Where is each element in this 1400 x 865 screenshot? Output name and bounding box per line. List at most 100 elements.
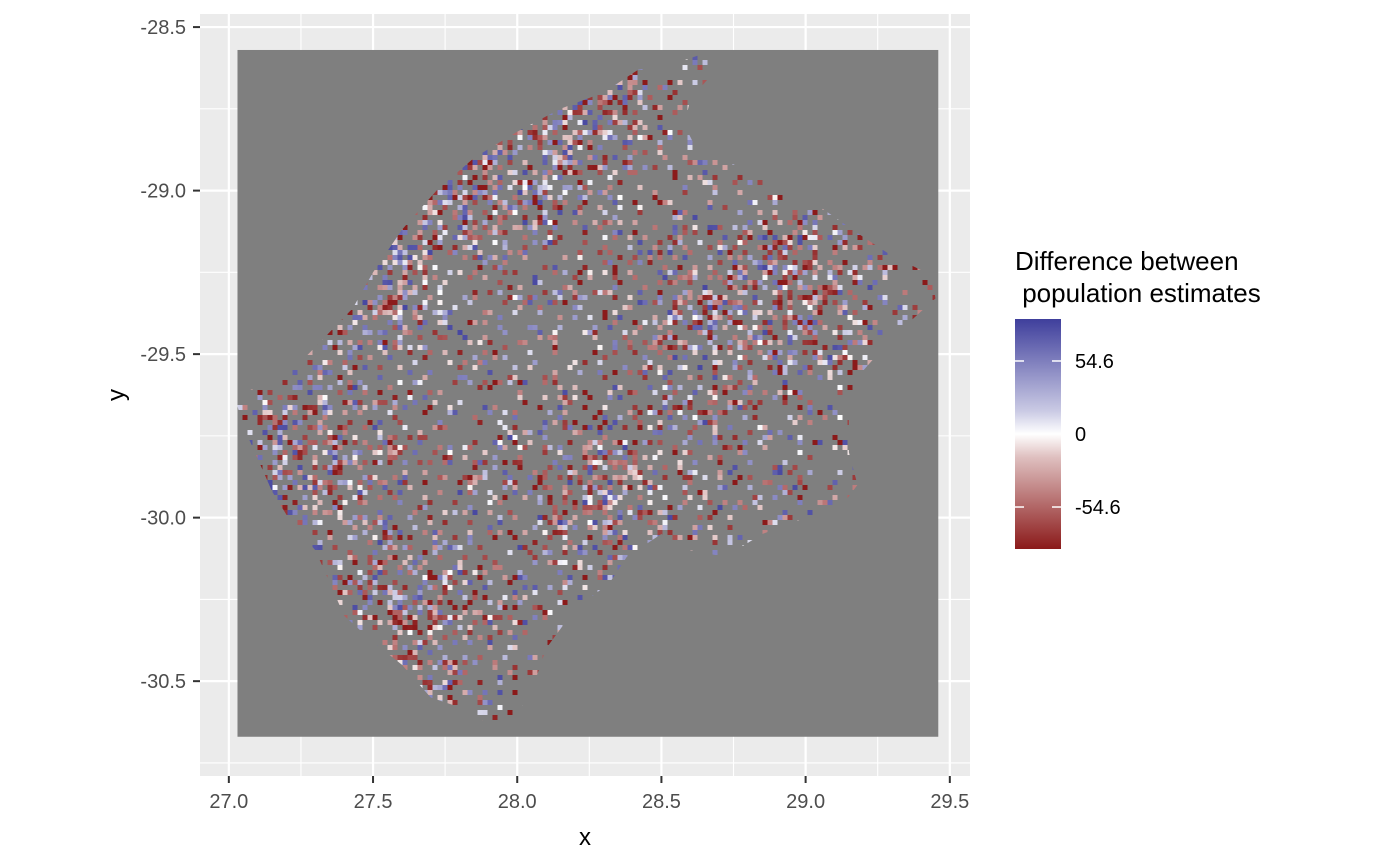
raster-cell <box>407 625 413 630</box>
raster-cell <box>692 415 698 420</box>
raster-cell <box>552 120 558 125</box>
raster-cell <box>492 225 498 230</box>
raster-cell <box>682 290 688 295</box>
raster-cell <box>402 545 408 550</box>
raster-cell <box>367 600 373 605</box>
raster-cell <box>497 530 503 535</box>
raster-cell <box>557 315 563 320</box>
raster-cell <box>692 80 698 85</box>
raster-cell <box>627 135 633 140</box>
raster-cell <box>657 370 663 375</box>
raster-cell <box>377 420 383 425</box>
raster-cell <box>602 235 608 240</box>
raster-cell <box>462 610 468 615</box>
raster-cell <box>462 210 468 215</box>
raster-cell <box>532 195 538 200</box>
raster-cell <box>342 455 348 460</box>
raster-cell <box>527 365 533 370</box>
raster-cell <box>777 285 783 290</box>
raster-cell <box>537 500 543 505</box>
raster-cell <box>417 245 423 250</box>
raster-cell <box>677 210 683 215</box>
raster-cell <box>462 230 468 235</box>
raster-cell <box>352 455 358 460</box>
raster-cell <box>557 450 563 455</box>
raster-cell <box>567 170 573 175</box>
raster-cell <box>422 560 428 565</box>
raster-cell <box>682 475 688 480</box>
raster-cell <box>597 445 603 450</box>
raster-cell <box>382 280 388 285</box>
raster-cell <box>742 225 748 230</box>
raster-cell <box>607 260 613 265</box>
raster-cell <box>302 445 308 450</box>
raster-cell <box>467 445 473 450</box>
raster-cell <box>622 165 628 170</box>
raster-cell <box>477 680 483 685</box>
raster-cell <box>552 160 558 165</box>
raster-cell <box>327 430 333 435</box>
raster-cell <box>812 260 818 265</box>
raster-cell <box>567 580 573 585</box>
raster-cell <box>657 525 663 530</box>
raster-cell <box>837 305 843 310</box>
raster-cell <box>302 520 308 525</box>
raster-cell <box>402 275 408 280</box>
raster-cell <box>272 460 278 465</box>
raster-cell <box>757 400 763 405</box>
raster-cell <box>467 600 473 605</box>
raster-cell <box>397 655 403 660</box>
raster-cell <box>812 350 818 355</box>
raster-cell <box>592 335 598 340</box>
raster-cell <box>697 440 703 445</box>
raster-cell <box>392 310 398 315</box>
raster-cell <box>462 195 468 200</box>
raster-cell <box>357 610 363 615</box>
raster-cell <box>797 235 803 240</box>
raster-cell <box>582 265 588 270</box>
raster-cell <box>457 270 463 275</box>
raster-cell <box>612 200 618 205</box>
raster-cell <box>522 630 528 635</box>
raster-cell <box>837 270 843 275</box>
raster-cell <box>562 500 568 505</box>
raster-cell <box>392 455 398 460</box>
raster-cell <box>787 245 793 250</box>
raster-cell <box>537 330 543 335</box>
raster-cell <box>492 565 498 570</box>
raster-cell <box>407 570 413 575</box>
raster-cell <box>377 295 383 300</box>
raster-cell <box>577 305 583 310</box>
raster-cell <box>502 470 508 475</box>
raster-cell <box>757 310 763 315</box>
raster-cell <box>792 335 798 340</box>
raster-cell <box>387 645 393 650</box>
raster-cell <box>367 540 373 545</box>
raster-cell <box>372 560 378 565</box>
raster-cell <box>837 415 843 420</box>
raster-cell <box>532 230 538 235</box>
raster-cell <box>417 315 423 320</box>
raster-cell <box>517 250 523 255</box>
raster-cell <box>277 420 283 425</box>
raster-cell <box>707 225 713 230</box>
raster-cell <box>472 235 478 240</box>
raster-cell <box>797 295 803 300</box>
raster-cell <box>882 250 888 255</box>
raster-cell <box>397 610 403 615</box>
raster-cell <box>352 605 358 610</box>
raster-cell <box>667 530 673 535</box>
raster-cell <box>352 515 358 520</box>
raster-cell <box>332 545 338 550</box>
raster-cell <box>787 360 793 365</box>
raster-cell <box>432 450 438 455</box>
raster-cell <box>787 330 793 335</box>
raster-cell <box>802 365 808 370</box>
raster-cell <box>782 315 788 320</box>
raster-cell <box>447 545 453 550</box>
raster-cell <box>692 215 698 220</box>
raster-cell <box>592 455 598 460</box>
raster-cell <box>652 225 658 230</box>
raster-cell <box>402 560 408 565</box>
raster-cell <box>412 315 418 320</box>
